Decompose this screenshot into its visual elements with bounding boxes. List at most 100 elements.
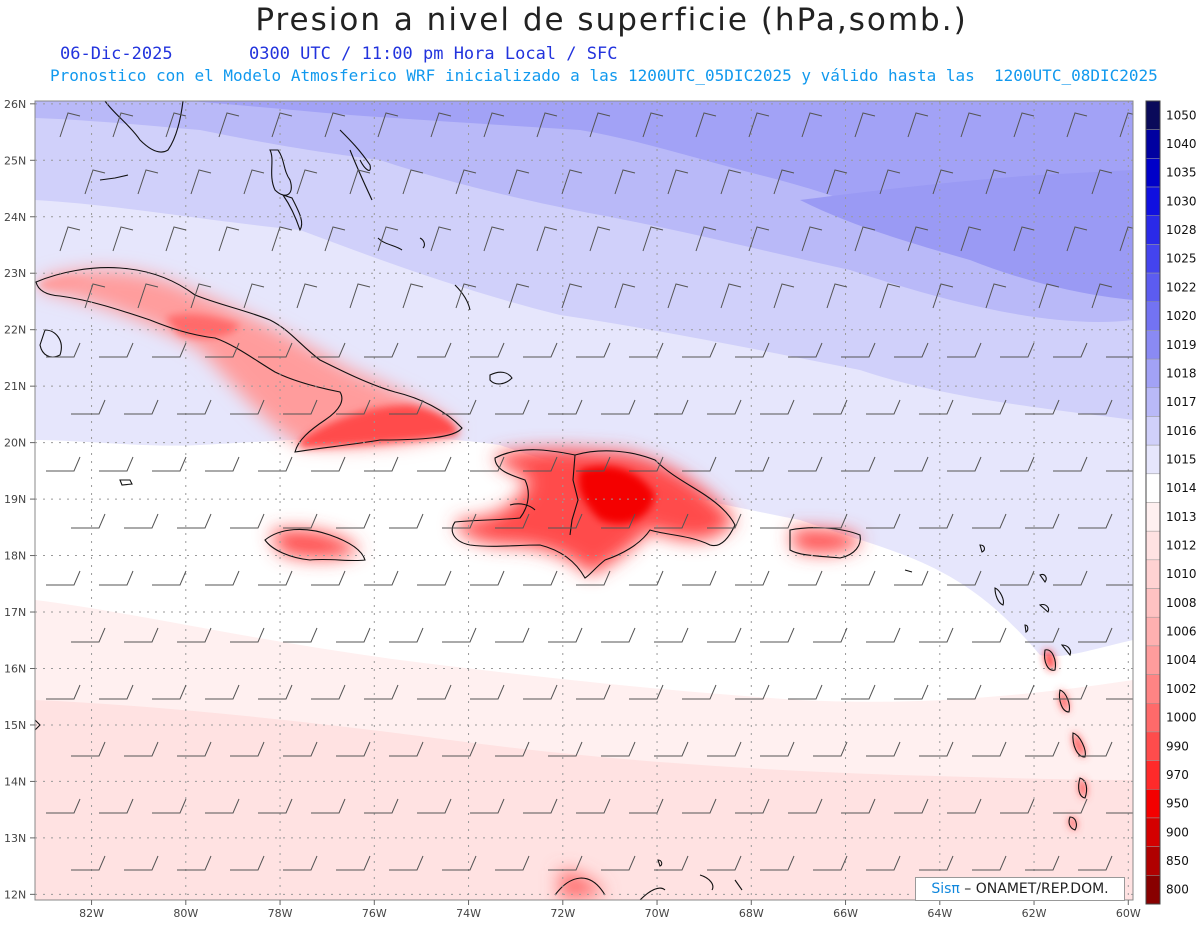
colorbar-swatch bbox=[1145, 789, 1161, 819]
wind-barb bbox=[523, 456, 558, 472]
wind-barb bbox=[230, 513, 265, 529]
wind-barb bbox=[1038, 169, 1060, 195]
wind-barb bbox=[495, 399, 530, 415]
wind-barb bbox=[1000, 342, 1035, 358]
wind-barb bbox=[561, 169, 583, 195]
wind-barb bbox=[576, 456, 611, 472]
wind-barb bbox=[894, 570, 929, 586]
wind-barb bbox=[283, 855, 318, 871]
wind-barb bbox=[1025, 855, 1060, 871]
wind-barb bbox=[84, 169, 106, 195]
wind-barb bbox=[470, 798, 505, 814]
wind-barb bbox=[124, 741, 159, 757]
wind-barb bbox=[561, 283, 583, 309]
wind-barb bbox=[760, 513, 795, 529]
wind-barb bbox=[271, 226, 293, 252]
lat-label: 20N bbox=[4, 437, 26, 450]
lat-label: 18N bbox=[4, 550, 26, 563]
colorbar-swatch bbox=[1145, 703, 1161, 733]
wind-barb bbox=[589, 112, 611, 138]
colorbar-swatch bbox=[1145, 330, 1161, 360]
wind-barb bbox=[654, 741, 689, 757]
wind-barb bbox=[230, 741, 265, 757]
wind-barb bbox=[919, 399, 954, 415]
colorbar-label: 1017 bbox=[1166, 395, 1197, 409]
wind-barb bbox=[177, 741, 212, 757]
lat-label: 26N bbox=[4, 98, 26, 111]
wind-barb bbox=[629, 798, 664, 814]
wind-barb bbox=[152, 456, 187, 472]
wind-barb bbox=[1078, 513, 1113, 529]
wind-barb bbox=[205, 342, 240, 358]
wind-barb bbox=[682, 798, 717, 814]
lat-label: 12N bbox=[4, 888, 26, 901]
credit-box: Sisπ – ONAMET/REP.DOM. bbox=[915, 877, 1125, 901]
wind-barb bbox=[601, 513, 636, 529]
wind-barb bbox=[1066, 112, 1088, 138]
wind-barb bbox=[682, 684, 717, 700]
wind-barb bbox=[735, 684, 770, 700]
wind-barb bbox=[99, 798, 134, 814]
wind-barb bbox=[629, 456, 664, 472]
colorbar-label: 970 bbox=[1166, 768, 1189, 782]
wind-barb bbox=[760, 399, 795, 415]
colorbar-label: 1020 bbox=[1166, 309, 1197, 323]
wind-barb bbox=[112, 112, 134, 138]
colorbar-label: 990 bbox=[1166, 739, 1189, 753]
wind-barb bbox=[548, 627, 583, 643]
wind-barb bbox=[866, 855, 901, 871]
wind-barb bbox=[548, 741, 583, 757]
latitude-axis: 26N 25N 24N 23N 22N 21N 20N 19N 18N 17N 16N 15N 14N 1… bbox=[4, 98, 35, 901]
wind-barb bbox=[243, 169, 265, 195]
lon-label: 60W bbox=[1116, 907, 1141, 920]
wind-barb bbox=[841, 570, 876, 586]
colorbar-swatch bbox=[1145, 588, 1161, 618]
wind-barb bbox=[402, 283, 424, 309]
wind-barb bbox=[629, 570, 664, 586]
wind-barb bbox=[682, 342, 717, 358]
wind-barb bbox=[71, 741, 106, 757]
wind-barb bbox=[654, 627, 689, 643]
wind-barb bbox=[271, 112, 293, 138]
wind-barb bbox=[46, 456, 81, 472]
wind-barb bbox=[59, 226, 81, 252]
wind-barb bbox=[258, 684, 293, 700]
lon-label: 68W bbox=[739, 907, 764, 920]
wind-barb bbox=[1053, 456, 1088, 472]
wind-barb bbox=[601, 627, 636, 643]
colorbar-label: 1004 bbox=[1166, 653, 1197, 667]
wind-barb bbox=[311, 798, 346, 814]
wind-barb bbox=[735, 798, 770, 814]
wind-barb bbox=[483, 112, 505, 138]
longitude-axis: 82W 80W 78W 76W 74W 72W 70W 68W 66W 64W 62W 60W bbox=[79, 900, 1141, 920]
wind-barb bbox=[866, 741, 901, 757]
pressure-field bbox=[35, 101, 1133, 900]
wind-barb bbox=[854, 226, 876, 252]
wind-barb bbox=[417, 684, 452, 700]
wind-barb bbox=[707, 513, 742, 529]
wind-barb bbox=[1025, 399, 1060, 415]
wind-barb bbox=[788, 342, 823, 358]
wind-barb bbox=[1053, 684, 1088, 700]
wind-barb bbox=[417, 570, 452, 586]
wind-barb bbox=[311, 456, 346, 472]
wind-barb bbox=[1119, 226, 1133, 252]
wind-barb bbox=[879, 283, 901, 309]
wind-barb bbox=[46, 570, 81, 586]
wind-barb bbox=[442, 627, 477, 643]
colorbar-label: 1002 bbox=[1166, 682, 1197, 696]
wind-barb bbox=[548, 399, 583, 415]
wind-barb bbox=[801, 112, 823, 138]
wind-barb bbox=[442, 399, 477, 415]
wind-barb bbox=[324, 112, 346, 138]
wind-barb bbox=[576, 570, 611, 586]
wind-barb bbox=[389, 741, 424, 757]
wind-barb bbox=[972, 513, 1007, 529]
wind-barb bbox=[377, 226, 399, 252]
wind-barb bbox=[364, 684, 399, 700]
wind-barb bbox=[124, 513, 159, 529]
lat-lon-grid bbox=[35, 101, 1133, 900]
wind-barb bbox=[589, 226, 611, 252]
lon-label: 70W bbox=[645, 907, 670, 920]
wind-barb bbox=[296, 283, 318, 309]
